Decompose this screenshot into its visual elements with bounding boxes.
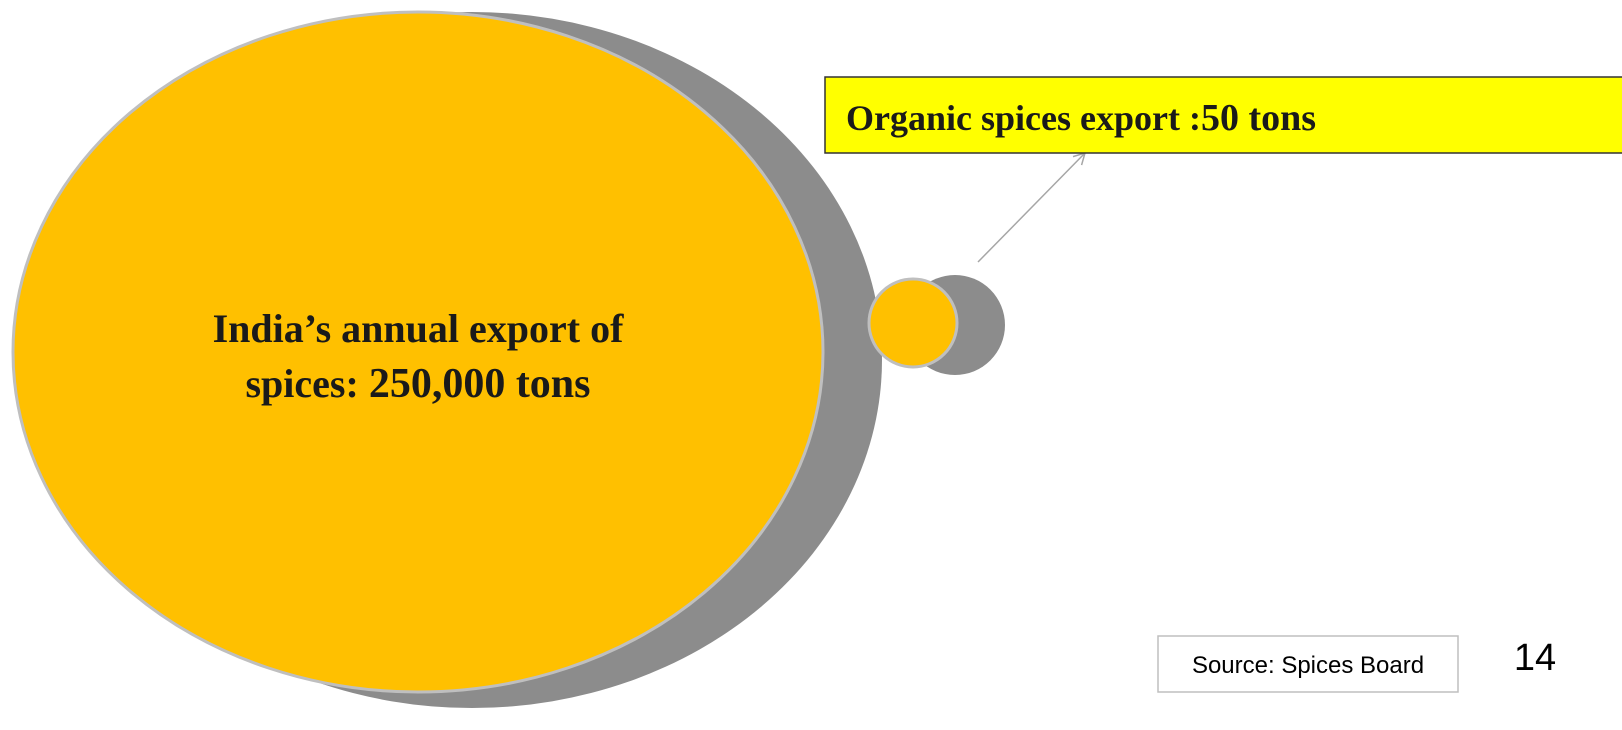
big-circle-label: spices: [245,361,358,406]
source-box [1157,635,1459,693]
big-circle-value: 250,000 tons [369,361,591,407]
callout-value: 50 tons [1201,97,1316,139]
arrow [977,151,1087,263]
callout-box [824,76,1622,154]
big-circle [11,10,825,694]
page-number: 14 [1514,637,1556,679]
big-circle-label: India’s annual export of [213,306,625,351]
small-circle [867,277,959,369]
source: Source: Spices Board [1192,652,1424,679]
callout-label: Organic spices export : [846,98,1201,138]
big-circle-label-line: spices: 250,000 tons [245,361,590,407]
callout-text: Organic spices export :50 tons [846,97,1316,139]
